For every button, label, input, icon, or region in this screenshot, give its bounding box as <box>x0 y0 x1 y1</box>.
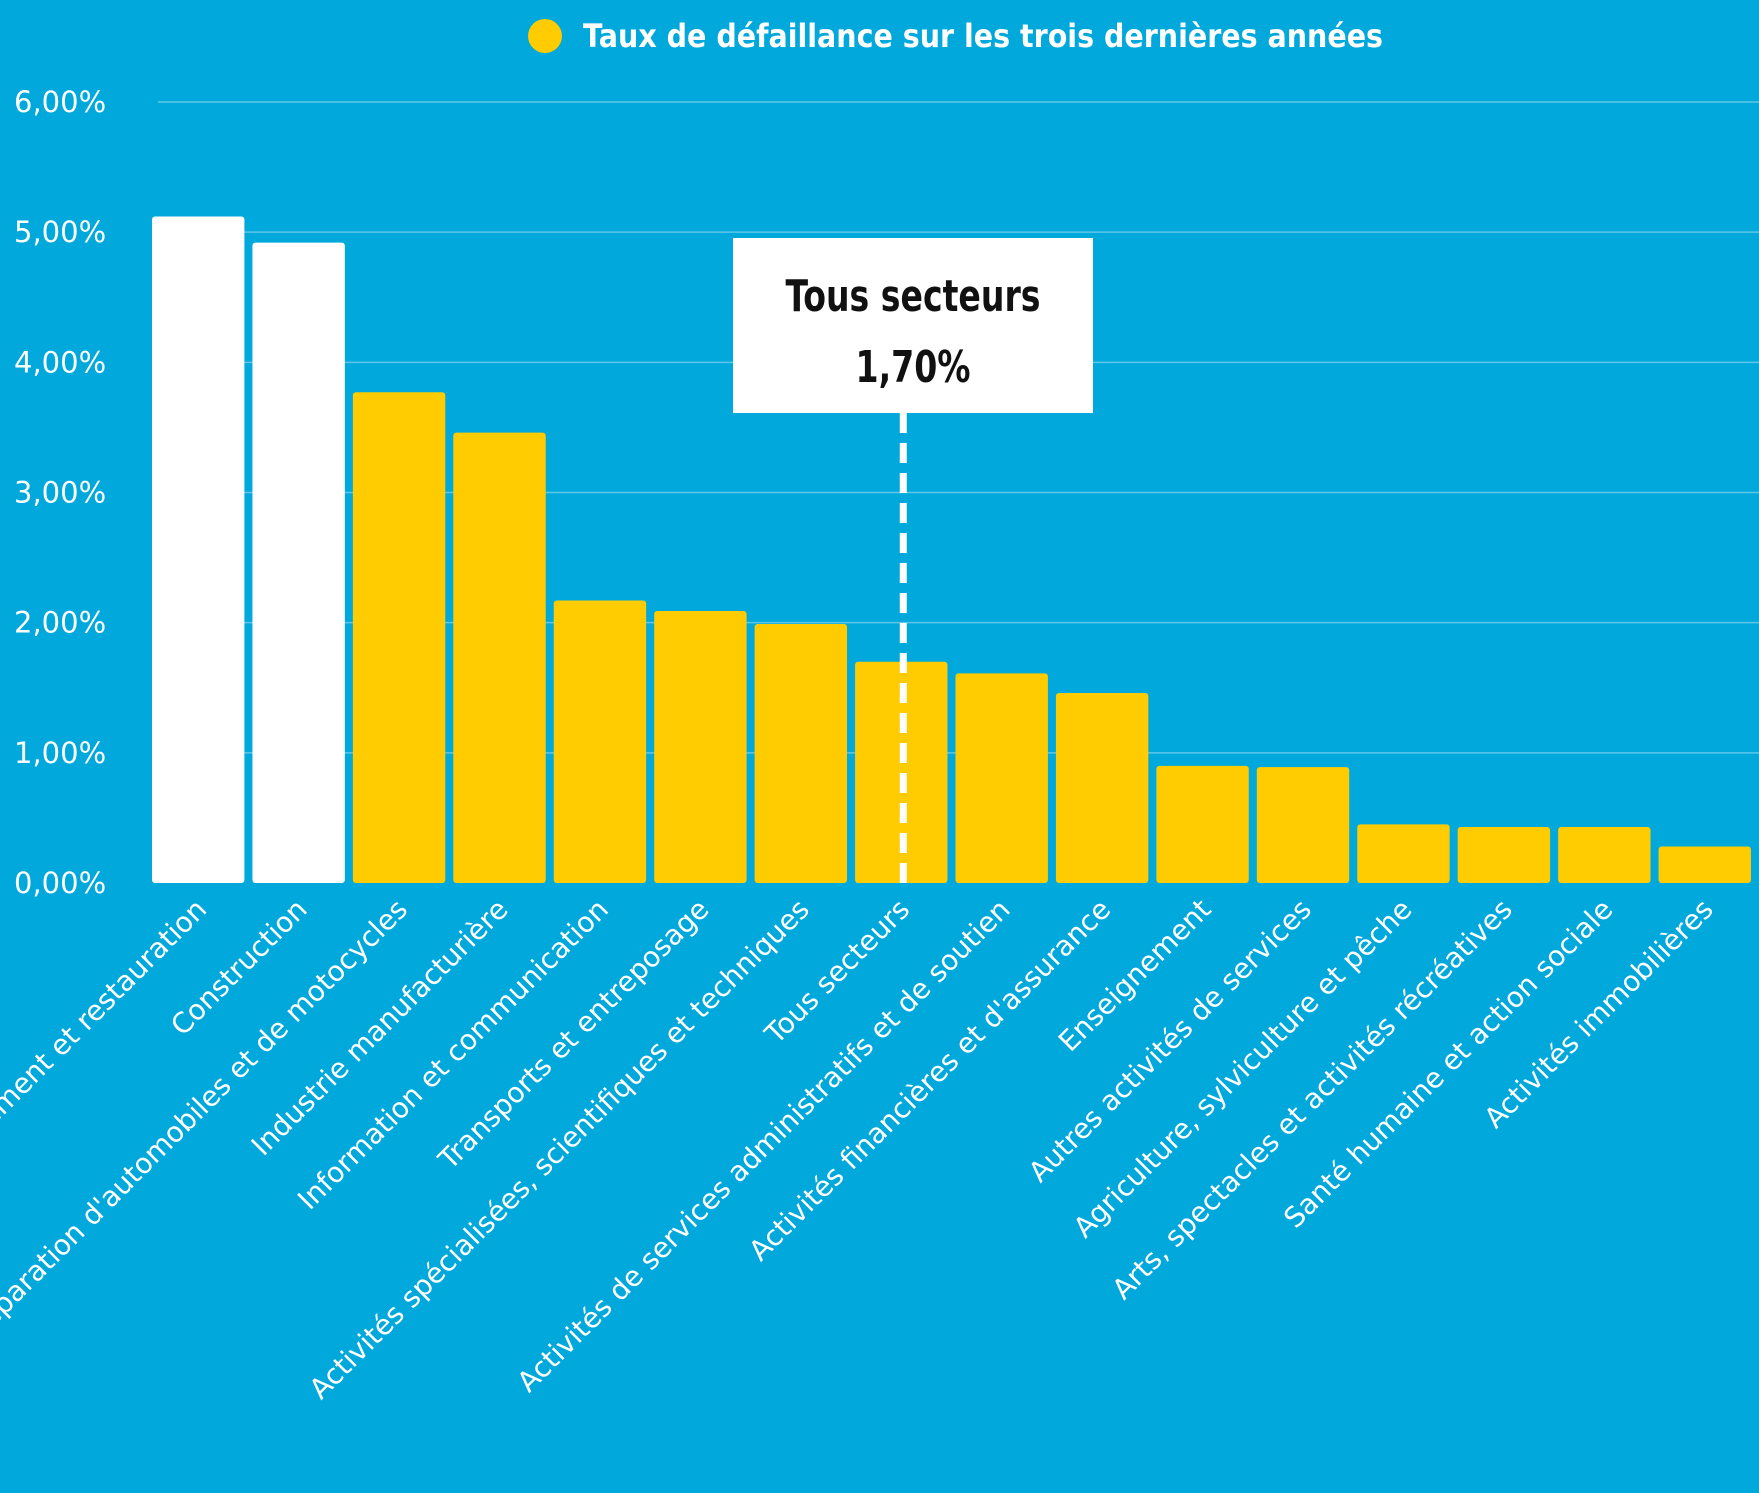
bar <box>1457 827 1551 883</box>
bar <box>1558 827 1651 883</box>
y-tick-label: 1,00% <box>14 736 106 770</box>
bar <box>1055 692 1149 883</box>
bar <box>955 673 1048 883</box>
legend-label: Taux de défaillance sur les trois derniè… <box>583 17 1383 55</box>
bar <box>855 661 948 883</box>
bar <box>152 216 245 884</box>
y-tick-label: 2,00% <box>14 606 106 640</box>
reference-callout-title: Tous secteurs <box>786 271 1041 322</box>
bar <box>1357 824 1450 883</box>
bar <box>654 610 747 883</box>
y-tick-label: 0,00% <box>14 866 106 900</box>
bar <box>1256 767 1350 883</box>
bar <box>1156 765 1249 883</box>
y-tick-label: 6,00% <box>14 85 106 119</box>
bar <box>553 600 647 883</box>
reference-callout-value: 1,70% <box>856 342 971 393</box>
y-tick-label: 3,00% <box>14 476 106 510</box>
y-tick-label: 5,00% <box>14 215 106 249</box>
bar <box>252 242 345 883</box>
bar <box>1658 846 1751 883</box>
y-tick-label: 4,00% <box>14 345 106 379</box>
bar <box>754 623 848 883</box>
bar <box>352 392 446 883</box>
reference-callout-box <box>733 238 1093 413</box>
legend-swatch <box>528 19 562 53</box>
bar <box>453 432 546 883</box>
